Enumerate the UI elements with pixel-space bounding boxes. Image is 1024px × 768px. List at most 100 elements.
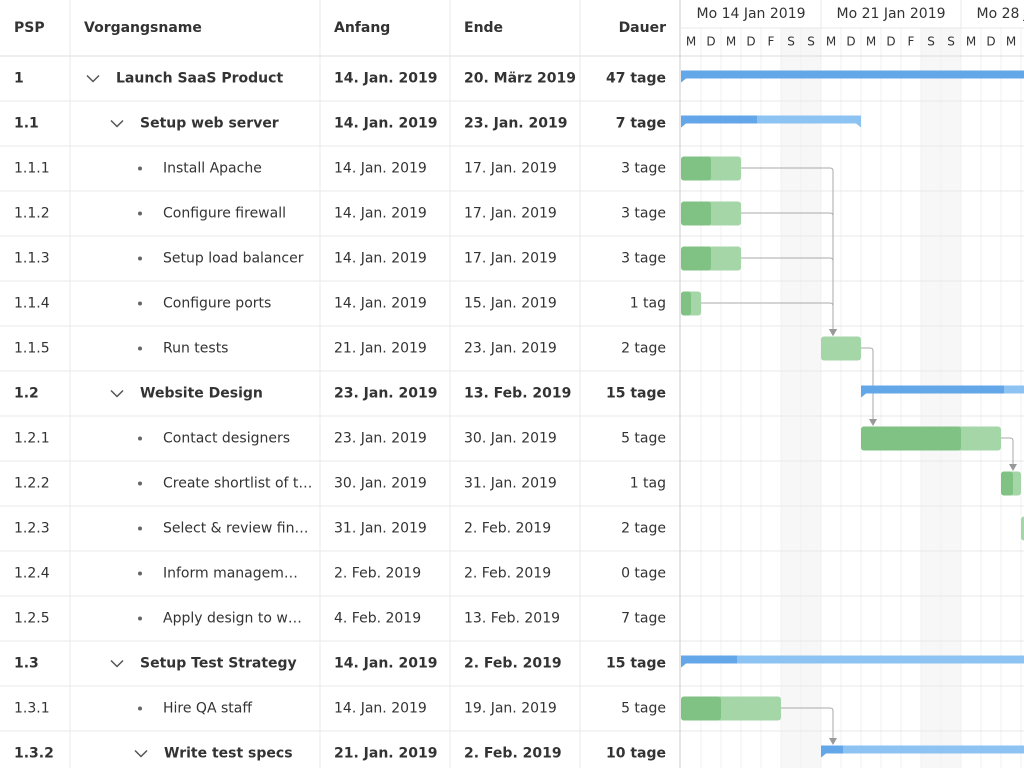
dependency-line — [1001, 437, 1014, 469]
weekend-shade — [921, 28, 941, 768]
bullet — [138, 346, 142, 351]
column-header[interactable]: Ende — [464, 20, 503, 36]
task-progress — [681, 156, 711, 181]
bullet — [138, 166, 142, 171]
day-label: S — [807, 35, 815, 49]
start-date: 4. Feb. 2019 — [334, 611, 421, 627]
column-header[interactable]: Dauer — [619, 20, 667, 36]
day-label: M — [966, 35, 976, 49]
task-progress — [681, 246, 711, 271]
task-name[interactable]: Setup Test Strategy — [140, 656, 297, 672]
task-name[interactable]: Inform managem… — [163, 566, 298, 582]
day-label: F — [908, 35, 915, 49]
start-date: 14. Jan. 2019 — [334, 71, 437, 87]
task-bar[interactable] — [1021, 516, 1024, 541]
psp: 1.2.4 — [14, 566, 50, 582]
psp: 1.2.5 — [14, 611, 50, 627]
task-name[interactable]: Write test specs — [164, 746, 293, 762]
task-name[interactable]: Apply design to w… — [163, 611, 302, 627]
task-name[interactable]: Launch SaaS Product — [116, 71, 283, 87]
expand-toggle[interactable] — [110, 659, 124, 668]
dependency-arrow — [829, 329, 837, 336]
day-label: D — [886, 35, 895, 49]
bullet — [138, 211, 142, 216]
start-date: 14. Jan. 2019 — [334, 206, 427, 222]
start-date: 14. Jan. 2019 — [334, 296, 427, 312]
duration: 1 tag — [630, 476, 666, 492]
dependency-line — [861, 347, 874, 424]
psp: 1.3.2 — [14, 746, 54, 762]
task-name[interactable]: Website Design — [140, 386, 263, 402]
duration: 2 tage — [621, 521, 666, 537]
task-name[interactable]: Contact designers — [163, 431, 290, 447]
task-name[interactable]: Select & review fin… — [163, 521, 308, 537]
task-name[interactable]: Setup web server — [140, 116, 279, 132]
psp: 1.1.5 — [14, 341, 50, 357]
day-label: D — [986, 35, 995, 49]
duration: 3 tage — [621, 161, 666, 177]
expand-toggle[interactable] — [110, 119, 124, 128]
day-label: M — [1006, 35, 1016, 49]
duration: 2 tage — [621, 341, 666, 357]
day-label: M — [826, 35, 836, 49]
task-name[interactable]: Install Apache — [163, 161, 262, 177]
end-date: 17. Jan. 2019 — [464, 161, 557, 177]
duration: 7 tage — [621, 611, 666, 627]
summary-bar[interactable] — [821, 745, 1024, 758]
bullet — [138, 256, 142, 261]
task-name[interactable]: Create shortlist of t… — [163, 476, 312, 492]
day-label: D — [746, 35, 755, 49]
start-date: 2. Feb. 2019 — [334, 566, 421, 582]
day-label: D — [706, 35, 715, 49]
task-bar[interactable] — [821, 336, 861, 361]
task-name[interactable]: Setup load balancer — [163, 251, 304, 267]
bullet — [138, 436, 142, 441]
duration: 5 tage — [621, 701, 666, 717]
summary-bar[interactable] — [681, 655, 1024, 668]
duration: 1 tag — [630, 296, 666, 312]
start-date: 14. Jan. 2019 — [334, 656, 437, 672]
week-label: Mo 21 Jan 2019 — [836, 6, 945, 22]
expand-toggle[interactable] — [86, 74, 100, 83]
duration: 15 tage — [606, 656, 666, 672]
duration: 3 tage — [621, 206, 666, 222]
day-label: M — [686, 35, 696, 49]
end-date: 13. Feb. 2019 — [464, 611, 560, 627]
psp: 1.2.3 — [14, 521, 50, 537]
column-header[interactable]: Vorgangsname — [84, 20, 202, 36]
psp: 1.1.1 — [14, 161, 50, 177]
duration: 0 tage — [621, 566, 666, 582]
summary-progress — [681, 655, 737, 668]
expand-toggle[interactable] — [134, 749, 148, 758]
dependency-line — [741, 167, 834, 334]
column-header[interactable]: PSP — [14, 20, 45, 36]
dependency-line — [741, 257, 834, 334]
week-label: Mo 14 Jan 2019 — [696, 6, 805, 22]
expand-toggle[interactable] — [110, 389, 124, 398]
task-name[interactable]: Configure firewall — [163, 206, 286, 222]
end-date: 17. Jan. 2019 — [464, 206, 557, 222]
task-name[interactable]: Hire QA staff — [163, 701, 252, 717]
bullet — [138, 616, 142, 621]
psp: 1.2.1 — [14, 431, 50, 447]
column-header[interactable]: Anfang — [334, 20, 390, 36]
task-name[interactable]: Configure ports — [163, 296, 271, 312]
summary-progress — [681, 115, 757, 128]
end-date: 2. Feb. 2019 — [464, 746, 562, 762]
start-date: 30. Jan. 2019 — [334, 476, 427, 492]
end-date: 30. Jan. 2019 — [464, 431, 557, 447]
duration: 7 tage — [616, 116, 666, 132]
task-progress — [681, 696, 721, 721]
dependency-arrow — [1009, 464, 1017, 471]
end-date: 2. Feb. 2019 — [464, 656, 562, 672]
start-date: 14. Jan. 2019 — [334, 251, 427, 267]
start-date: 14. Jan. 2019 — [334, 161, 427, 177]
day-label: S — [787, 35, 795, 49]
bullet — [138, 526, 142, 531]
task-progress — [681, 291, 691, 316]
task-progress — [681, 201, 711, 226]
duration: 5 tage — [621, 431, 666, 447]
task-name[interactable]: Run tests — [163, 341, 228, 357]
